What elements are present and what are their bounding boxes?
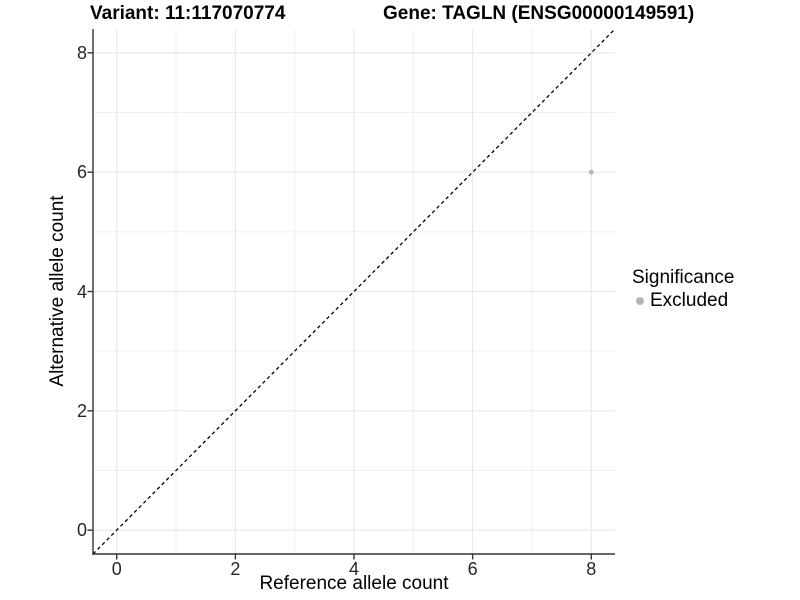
y-tick-label: 4 <box>76 281 87 302</box>
legend-item-excluded: Excluded <box>636 289 734 312</box>
x-tick-label: 2 <box>230 559 241 579</box>
gene-title: Gene: TAGLN (ENSG00000149591) <box>383 3 695 24</box>
x-axis-title: Reference allele count <box>259 573 449 594</box>
y-axis-title: Alternative allele count <box>47 195 68 387</box>
excluded-point-marker-icon <box>636 296 644 305</box>
y-tick-label: 0 <box>76 520 87 541</box>
y-tick-label: 8 <box>76 42 87 63</box>
x-tick-label: 6 <box>467 559 478 579</box>
x-tick-label: 4 <box>348 559 359 579</box>
y-tick-label: 2 <box>76 400 87 421</box>
x-tick-label: 0 <box>111 559 122 579</box>
legend-item-label: Excluded <box>650 290 729 311</box>
x-tick-label: 8 <box>586 559 597 579</box>
variant-title: Variant: 11:117070774 <box>90 3 286 24</box>
y-tick-label: 6 <box>76 162 87 183</box>
data-point <box>588 169 594 175</box>
legend: Significance Excluded <box>632 266 734 312</box>
legend-title: Significance <box>632 267 735 288</box>
